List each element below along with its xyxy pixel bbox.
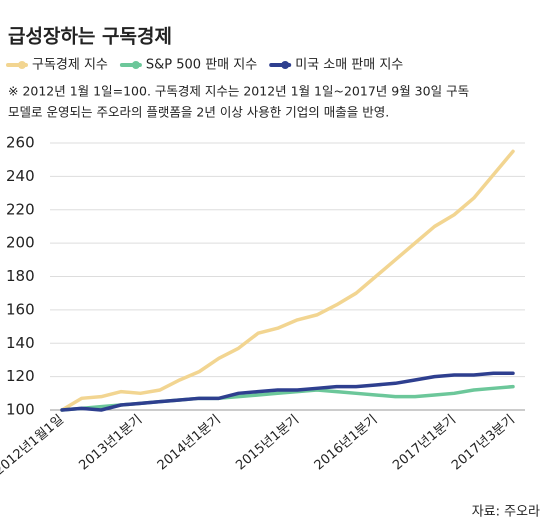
y-tick-label: 160	[6, 300, 35, 318]
series-line	[60, 371, 515, 412]
x-tick-label: 2017년1분기	[390, 412, 459, 473]
series-line	[60, 149, 515, 412]
note: 모델로 운영되는 주오라의 플랫폼을 2년 이상 사용한 기업의 매출을 반영.	[8, 105, 389, 120]
x-tick-label: 2014년1분기	[155, 412, 224, 473]
legend-swatch-dot	[131, 61, 140, 69]
y-tick-label: 180	[6, 267, 35, 285]
x-tick-label: 2016년1분기	[312, 412, 381, 473]
legend-swatch-dot	[281, 61, 290, 69]
x-tick-label: 2013년1분기	[76, 412, 145, 473]
legend-label: S&P 500 판매 지수	[146, 58, 257, 73]
y-tick-label: 260	[6, 134, 35, 152]
y-tick-label: 140	[6, 334, 35, 352]
y-tick-label: 120	[6, 367, 35, 385]
y-tick-label: 200	[6, 234, 35, 252]
x-tick-label: 2015년1분기	[233, 412, 302, 473]
y-tick-label: 100	[6, 401, 35, 419]
legend-swatch-dot	[18, 61, 26, 69]
x-tick-label: 2017년3분기	[449, 412, 518, 473]
legend-label: 구독경제 지수	[32, 58, 108, 73]
note: ※ 2012년 1월 1일=100. 구독경제 지수는 2012년 1월 1일~…	[8, 84, 469, 99]
chart-title: 급성장하는 구독경제	[8, 26, 172, 48]
x-tick-label: 2012년1월1일	[0, 412, 67, 478]
legend-label: 미국 소매 판매 지수	[295, 58, 403, 73]
y-tick-label: 220	[6, 200, 35, 218]
y-tick-label: 240	[6, 167, 35, 185]
source: 자료: 주오라	[472, 505, 540, 520]
